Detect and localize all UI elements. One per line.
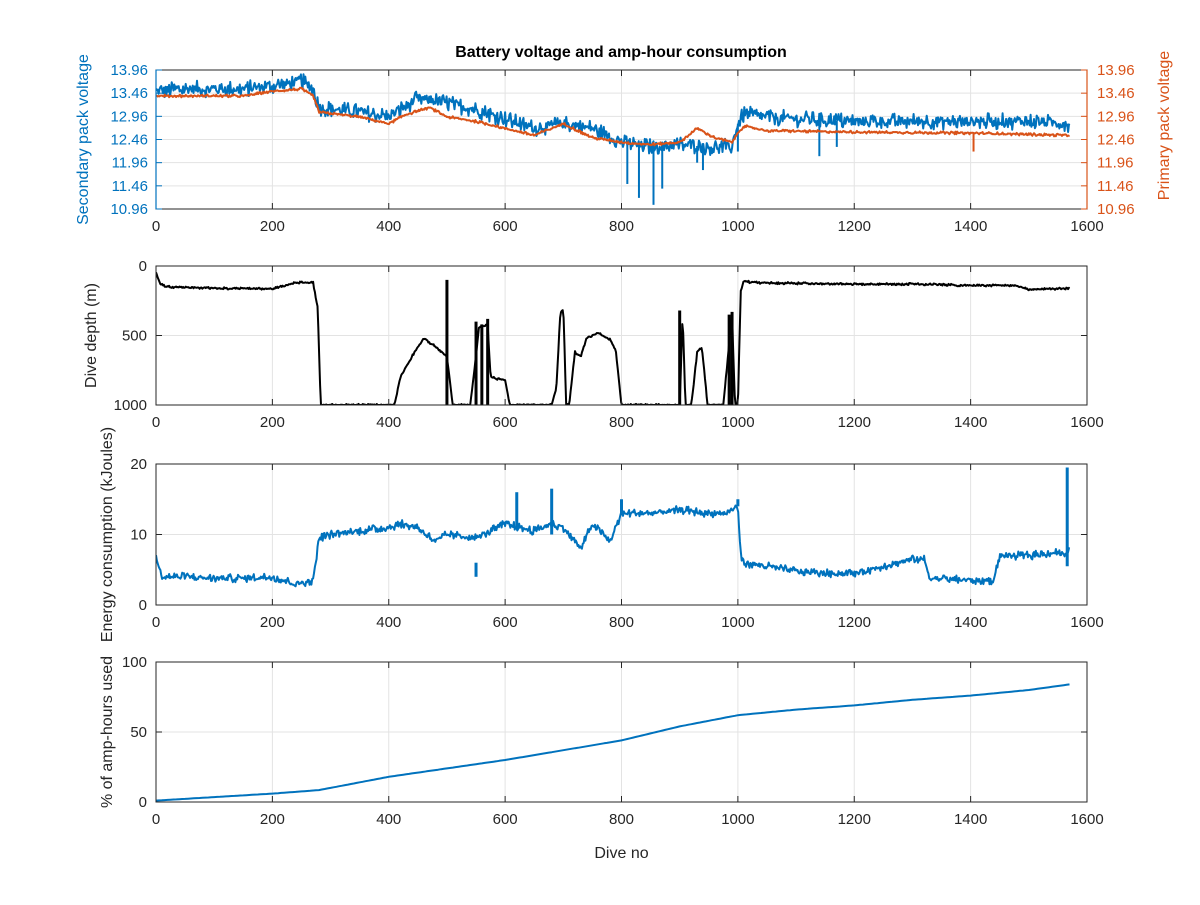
series-line-3-0 (156, 683, 1070, 802)
figure-title: Battery voltage and amp-hour consumption (455, 44, 787, 61)
x-tick-label: 800 (609, 614, 634, 631)
x-tick-label: 400 (376, 614, 401, 631)
y-tick-label-right: 13.96 (1097, 62, 1135, 79)
y-tick-label: 0 (139, 597, 147, 614)
y-tick-label-left: 11.96 (112, 155, 148, 172)
y-axis-label: Dive depth (m) (83, 283, 100, 388)
x-tick-label: 1200 (838, 218, 871, 235)
y-tick-label: 10 (130, 527, 147, 544)
y-axis-label: Energy consumption (kJoules) (99, 427, 116, 642)
x-tick-label: 200 (260, 414, 285, 431)
y-tick-label-left: 12.46 (110, 132, 148, 149)
y-axis-label: % of amp-hours used (99, 656, 116, 808)
x-axis-label: Dive no (594, 845, 648, 862)
y-tick-label-left: 13.46 (110, 85, 148, 102)
y-tick-label-left: 12.96 (110, 108, 148, 125)
x-tick-label: 1600 (1070, 218, 1103, 235)
x-tick-label: 1200 (838, 414, 871, 431)
y-tick-label-left: 10.96 (110, 201, 148, 218)
x-tick-label: 1400 (954, 414, 987, 431)
x-tick-label: 1200 (838, 614, 871, 631)
y-tick-label: 20 (130, 456, 147, 473)
y-tick-label: 1000 (114, 397, 147, 414)
y-tick-label-right: 12.46 (1097, 132, 1135, 149)
y-tick-label-right: 12.96 (1097, 108, 1135, 125)
x-tick-label: 0 (152, 811, 160, 828)
y-tick-label-left: 11.46 (112, 178, 148, 195)
x-tick-label: 200 (260, 811, 285, 828)
series-line-2-0 (156, 504, 1071, 588)
x-tick-label: 0 (152, 218, 160, 235)
y-tick-label-right: 11.46 (1097, 178, 1133, 195)
y-tick-label-right: 11.96 (1097, 155, 1133, 172)
y-tick-label: 500 (122, 328, 147, 345)
x-tick-label: 800 (609, 414, 634, 431)
x-tick-label: 1000 (721, 218, 754, 235)
x-tick-label: 200 (260, 614, 285, 631)
y-tick-label-right: 13.46 (1097, 85, 1135, 102)
x-tick-label: 400 (376, 811, 401, 828)
series-line-1-0 (156, 272, 1071, 405)
x-tick-label: 800 (609, 811, 634, 828)
y-tick-label: 0 (139, 258, 147, 275)
x-tick-label: 800 (609, 218, 634, 235)
x-tick-label: 600 (493, 614, 518, 631)
x-tick-label: 1600 (1070, 414, 1103, 431)
x-tick-label: 200 (260, 218, 285, 235)
y-tick-label: 50 (130, 724, 147, 741)
x-tick-label: 1600 (1070, 614, 1103, 631)
y-tick-label: 0 (139, 794, 147, 811)
x-tick-label: 1000 (721, 811, 754, 828)
panel-dive-depth: 0 200 400 600 800 1000 1200 1400 1600 0 500 1000 Div… (83, 258, 1104, 431)
x-tick-label: 600 (493, 414, 518, 431)
x-tick-label: 1400 (954, 614, 987, 631)
series-line-primary-pack-voltage (156, 86, 1071, 147)
x-tick-label: 1000 (721, 414, 754, 431)
y-axis-label-right: Primary pack voltage (1156, 51, 1173, 200)
x-tick-label: 400 (376, 414, 401, 431)
y-tick-label-left: 13.96 (110, 62, 148, 79)
x-tick-label: 0 (152, 414, 160, 431)
x-tick-label: 1000 (721, 614, 754, 631)
x-tick-label: 600 (493, 811, 518, 828)
x-tick-label: 600 (493, 218, 518, 235)
x-tick-label: 1400 (954, 811, 987, 828)
x-tick-label: 1400 (954, 218, 987, 235)
y-tick-label-right: 10.96 (1097, 201, 1135, 218)
x-tick-label: 1200 (838, 811, 871, 828)
panel-amp-hours: 0 200 400 600 800 1000 1200 1400 1600 0 50 100 % of … (99, 654, 1104, 862)
x-tick-label: 400 (376, 218, 401, 235)
x-tick-label: 1600 (1070, 811, 1103, 828)
panel-energy: 0 200 400 600 800 1000 1200 1400 1600 0 10 20 Energy… (99, 427, 1104, 642)
y-tick-label: 100 (122, 654, 147, 671)
y-axis-label-left: Secondary pack voltage (75, 54, 92, 225)
x-tick-label: 0 (152, 614, 160, 631)
